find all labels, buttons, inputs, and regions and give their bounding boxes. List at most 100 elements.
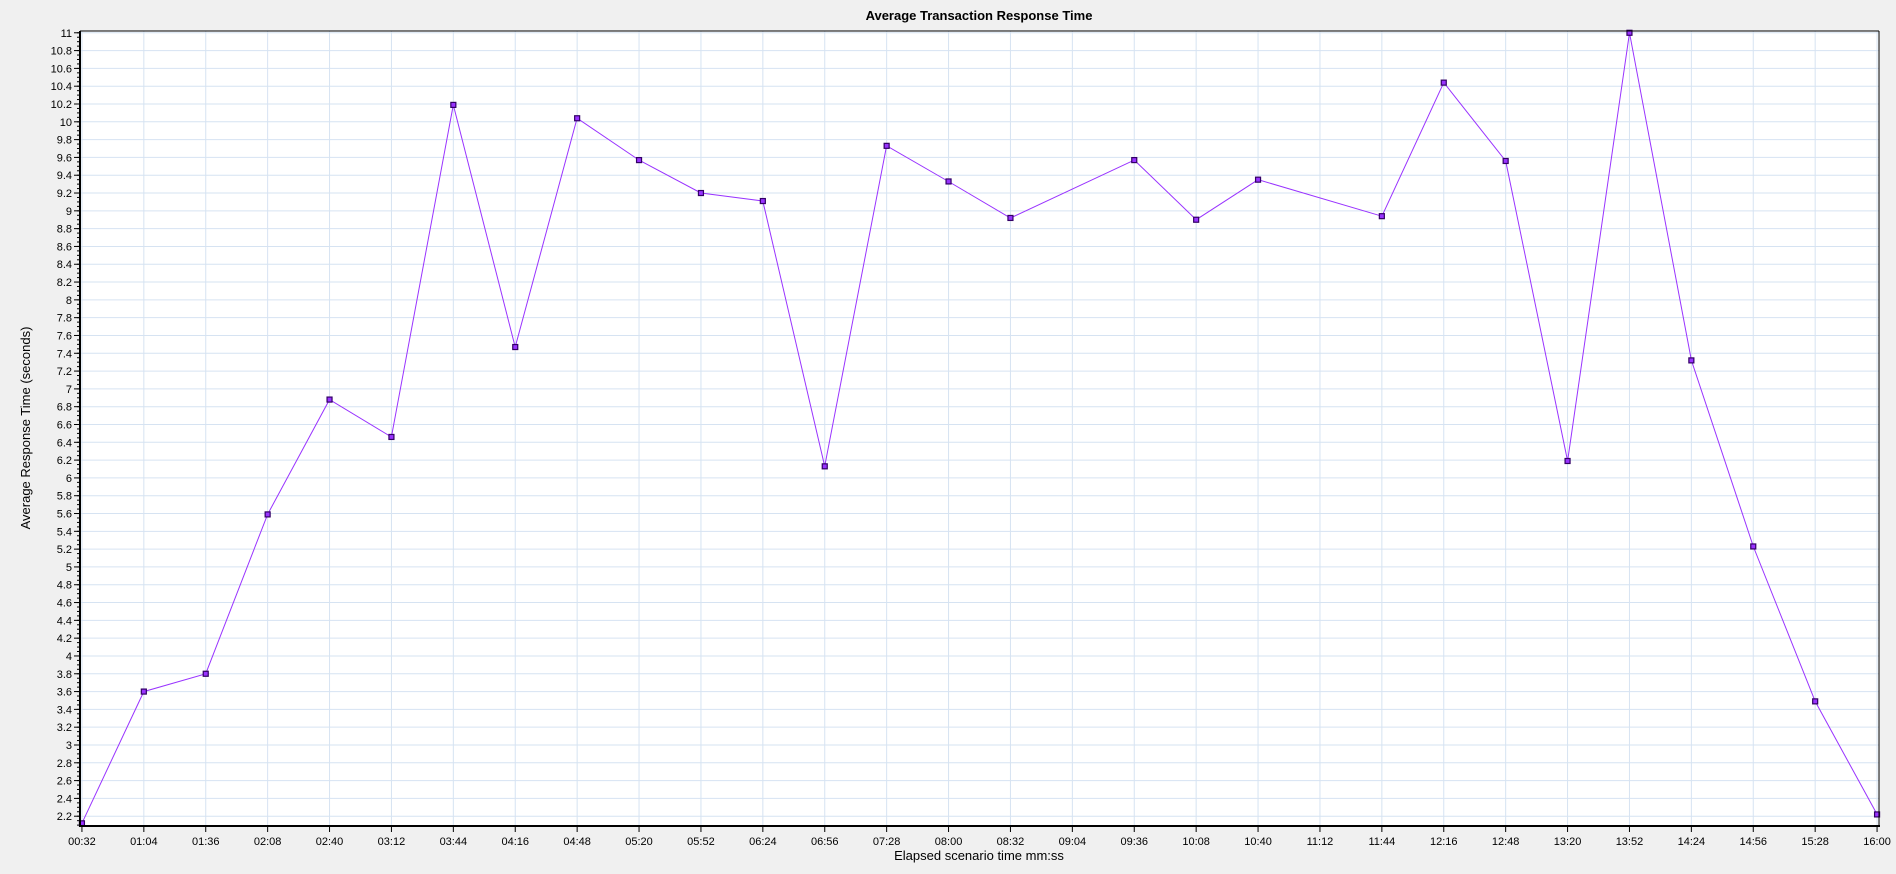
y-tick-label: 4.2 — [57, 633, 72, 645]
data-point — [1440, 79, 1447, 86]
y-tick-label: 7 — [66, 384, 72, 396]
data-point — [1254, 176, 1262, 183]
y-tick-label: 9.6 — [57, 152, 72, 164]
y-tick-label: 5.4 — [57, 526, 72, 538]
x-tick-label: 09:36 — [1120, 836, 1148, 848]
x-tick-label: 06:56 — [811, 836, 839, 848]
y-tick-label: 7.4 — [57, 348, 72, 360]
data-point — [635, 156, 643, 164]
y-tick-label: 6.8 — [57, 402, 72, 414]
data-point — [326, 396, 333, 403]
y-tick-label: 3 — [66, 740, 72, 752]
x-tick-label: 12:16 — [1430, 836, 1458, 848]
y-axis-ticks: 2.2 2.4 2.6 2.8 3 3.2 3.4 3.6 3.8 4 4.2 4.4 4.6 4.8 5 5… — [51, 28, 80, 826]
data-point — [574, 115, 581, 122]
data-point — [1750, 543, 1757, 550]
y-tick-label: 3.4 — [57, 704, 72, 716]
y-tick-label: 6.4 — [57, 437, 72, 449]
y-tick-label: 11 — [61, 28, 72, 40]
y-tick-label: 7.2 — [57, 366, 72, 378]
x-tick-label: 01:36 — [192, 836, 220, 848]
chart-title: Average Transaction Response Time — [866, 8, 1093, 23]
y-tick-label: 6.6 — [57, 419, 72, 431]
y-tick-label: 6 — [66, 473, 72, 485]
x-tick-label: 11:12 — [1307, 836, 1334, 848]
x-tick-label: 14:56 — [1739, 836, 1767, 848]
x-axis-label: Elapsed scenario time mm:ss — [894, 848, 1064, 863]
y-tick-label: 9 — [66, 206, 72, 218]
data-point — [883, 142, 890, 149]
y-tick-label: 8.6 — [57, 241, 72, 253]
x-tick-label: 15:28 — [1801, 836, 1829, 848]
x-tick-label: 11:44 — [1368, 836, 1395, 848]
y-tick-label: 2.4 — [57, 793, 72, 805]
x-tick-label: 14:24 — [1678, 836, 1706, 848]
y-axis-label: Average Response Time (seconds) — [18, 327, 33, 530]
y-tick-label: 7.6 — [57, 330, 72, 342]
y-tick-label: 10.6 — [51, 63, 72, 75]
y-tick-label: 8.4 — [57, 259, 72, 271]
x-tick-label: 02:08 — [254, 836, 282, 848]
y-tick-label: 9.4 — [57, 170, 72, 182]
data-point — [1007, 214, 1014, 222]
data-point — [1626, 29, 1633, 36]
data-point — [264, 511, 271, 518]
y-tick-label: 4.6 — [57, 598, 72, 610]
data-point — [1502, 157, 1509, 165]
x-tick-label: 04:48 — [563, 836, 591, 848]
plot-area — [80, 31, 1879, 826]
data-point — [1193, 216, 1200, 223]
data-point — [140, 688, 147, 695]
x-tick-label: 04:16 — [501, 836, 529, 848]
y-tick-label: 5.6 — [57, 509, 72, 521]
y-tick-label: 10.4 — [51, 81, 72, 93]
y-tick-label: 4 — [66, 651, 72, 663]
y-tick-label: 8.8 — [57, 224, 72, 236]
data-point — [1564, 457, 1571, 465]
x-tick-label: 13:20 — [1554, 836, 1582, 848]
x-tick-label: 10:08 — [1182, 836, 1210, 848]
y-tick-label: 3.2 — [57, 722, 72, 734]
y-tick-label: 4.8 — [57, 580, 72, 592]
x-tick-label: 02:40 — [316, 836, 344, 848]
y-tick-label: 4.4 — [57, 615, 72, 627]
data-point — [388, 433, 395, 441]
x-tick-label: 06:24 — [749, 836, 777, 848]
data-point — [1688, 357, 1695, 364]
x-tick-label: 03:12 — [378, 836, 406, 848]
gridlines — [81, 31, 1879, 825]
x-tick-label: 01:04 — [130, 836, 158, 848]
x-tick-label: 08:32 — [997, 836, 1025, 848]
data-point — [1131, 156, 1138, 164]
x-tick-label: 03:44 — [440, 836, 468, 848]
y-tick-label: 5.2 — [57, 544, 72, 556]
data-point — [821, 463, 828, 470]
y-tick-label: 5.8 — [57, 491, 72, 503]
x-axis-ticks: 00:32 01:04 01:36 02:08 02:40 03:12 03:44 04:16… — [68, 826, 1891, 848]
series-layer — [78, 29, 1881, 827]
x-tick-label: 10:40 — [1244, 836, 1272, 848]
data-point — [697, 189, 705, 197]
y-tick-label: 5 — [66, 562, 72, 574]
y-tick-label: 8.2 — [57, 277, 72, 289]
y-tick-label: 6.2 — [57, 455, 72, 467]
y-tick-label: 3.6 — [57, 687, 72, 699]
y-tick-label: 2.6 — [57, 776, 72, 788]
data-point — [1873, 811, 1881, 818]
data-point — [945, 178, 952, 185]
data-point — [450, 101, 457, 108]
x-tick-label: 12:48 — [1492, 836, 1520, 848]
y-tick-label: 2.2 — [57, 811, 72, 823]
x-tick-label: 07:28 — [873, 836, 901, 848]
y-tick-label: 10 — [60, 117, 72, 129]
x-tick-label: 05:20 — [625, 836, 653, 848]
x-tick-label: 08:00 — [935, 836, 963, 848]
y-tick-label: 10.2 — [51, 99, 72, 111]
y-tick-label: 3.8 — [57, 669, 72, 681]
data-point — [759, 197, 766, 205]
x-tick-label: 09:04 — [1059, 836, 1087, 848]
y-tick-label: 2.8 — [57, 758, 72, 770]
y-tick-label: 9.8 — [57, 135, 72, 147]
x-tick-label: 13:52 — [1616, 836, 1644, 848]
